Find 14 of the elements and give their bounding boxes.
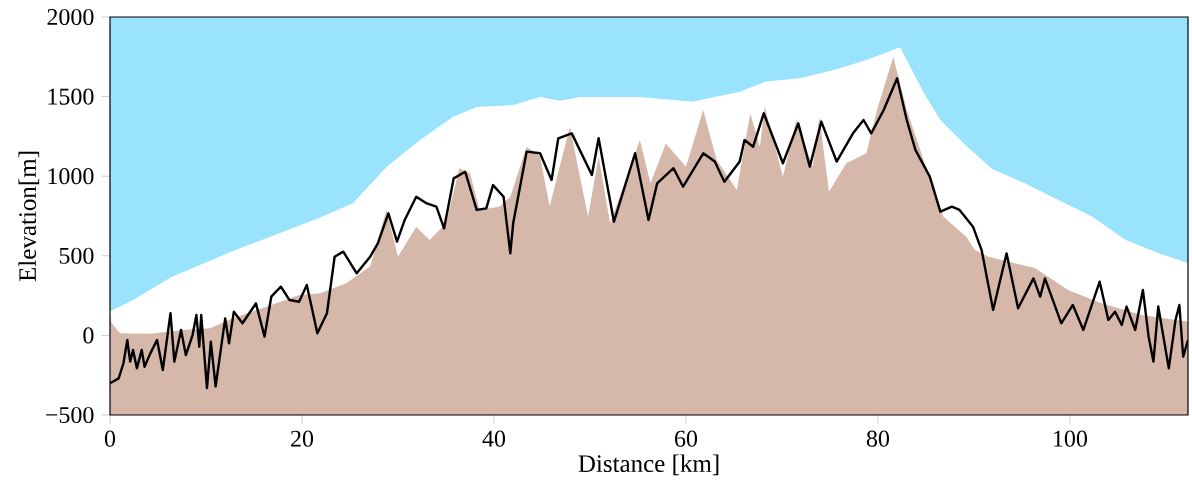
x-axis-title: Distance [km] — [578, 454, 719, 476]
x-tick-label: 60 — [675, 430, 698, 447]
y-tick-label: 500 — [59, 247, 94, 264]
y-tick-label: 1000 — [48, 168, 94, 185]
x-tick-label: 0 — [104, 430, 116, 447]
y-tick-label: 0 — [83, 327, 94, 344]
y-tick-label: 2000 — [47, 8, 94, 26]
y-tick-label: −500 — [46, 406, 94, 424]
x-tick-label: 80 — [866, 430, 890, 447]
y-axis-title: Elevation[m] — [18, 151, 40, 282]
x-tick-label: 20 — [291, 430, 314, 447]
y-tick-label: 1500 — [48, 88, 94, 105]
x-tick-label: 40 — [482, 430, 506, 447]
x-tick-label: 100 — [1054, 430, 1087, 447]
